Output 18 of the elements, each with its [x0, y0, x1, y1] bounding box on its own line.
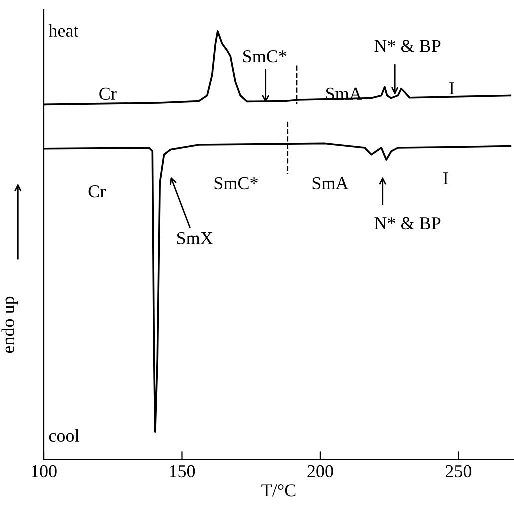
annotation: SmC*: [244, 50, 287, 63]
annotation: SmX: [178, 232, 214, 244]
x-axis-title: T/°C: [262, 484, 296, 497]
x-tick-label: 250: [446, 465, 472, 478]
annotation: Cr: [88, 186, 106, 198]
annotation: Cr: [100, 88, 117, 100]
annotation: SmA: [312, 177, 349, 190]
x-tick-label: 100: [32, 465, 57, 478]
x-tick-label: 200: [308, 465, 334, 478]
y-axis-title: endo up: [2, 296, 18, 354]
annotation: I: [450, 82, 454, 94]
x-tick-label: 150: [170, 465, 196, 478]
annotation: I: [443, 172, 448, 184]
annotation: SmC*: [214, 177, 258, 190]
annotation: cool: [49, 429, 80, 442]
annotation: N* & BP: [374, 40, 441, 52]
annotation: N* & BP: [374, 217, 441, 230]
annotation: heat: [48, 24, 79, 38]
